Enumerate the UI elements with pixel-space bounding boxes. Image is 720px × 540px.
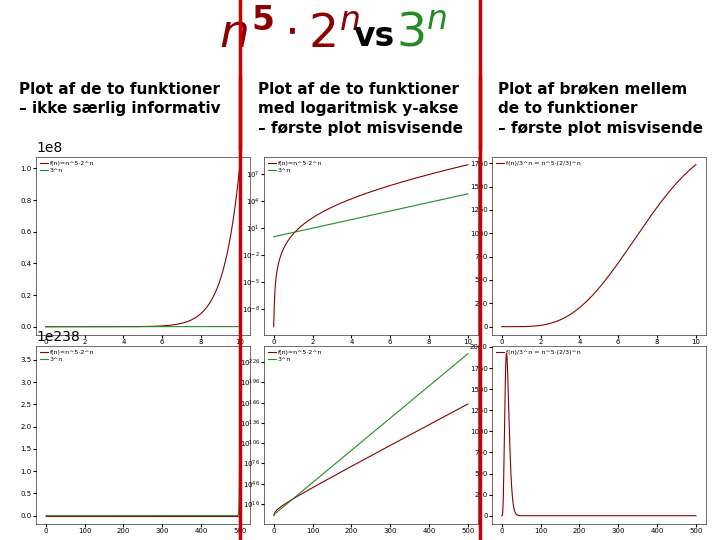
Text: Plot af de to funktioner
– ikke særlig informativ: Plot af de to funktioner – ikke særlig i… [19, 82, 221, 117]
Legend: f(n)=n^5·2^n, 3^n: f(n)=n^5·2^n, 3^n [39, 160, 96, 174]
Text: $\mathit{n}^{\mathbf{5}} \cdot \mathit{2}^{\mathit{n}}$: $\mathit{n}^{\mathbf{5}} \cdot \mathit{2… [219, 10, 360, 58]
Legend: f(n)=n^5·2^n, 3^n: f(n)=n^5·2^n, 3^n [39, 349, 96, 363]
Legend: f(n)=n^5·2^n, 3^n: f(n)=n^5·2^n, 3^n [267, 160, 323, 174]
Legend: f(n)/3^n = n^5·(2/3)^n: f(n)/3^n = n^5·(2/3)^n [495, 349, 582, 356]
Text: vs: vs [354, 20, 395, 53]
Text: Plot af de to funktioner
med logaritmisk y-akse
– første plot misvisende: Plot af de to funktioner med logaritmisk… [258, 82, 462, 136]
Text: Plot af brøken mellem
de to funktioner
– første plot misvisende: Plot af brøken mellem de to funktioner –… [498, 82, 703, 136]
Text: $\mathit{3}^{\mathit{n}}$: $\mathit{3}^{\mathit{n}}$ [396, 11, 447, 57]
Legend: f(n)/3^n = n^5·(2/3)^n: f(n)/3^n = n^5·(2/3)^n [495, 160, 582, 167]
Legend: f(n)=n^5·2^n, 3^n: f(n)=n^5·2^n, 3^n [267, 349, 323, 363]
